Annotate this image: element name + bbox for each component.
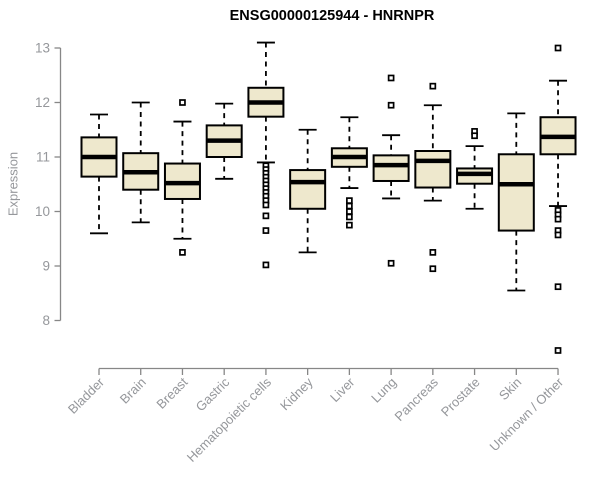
outlier-liver <box>346 202 353 210</box>
outlier-hematopoietic-cells <box>262 201 270 209</box>
outlier-lung <box>387 74 395 82</box>
outlier-breast <box>179 99 186 106</box>
x-tick-label-pancreas: Pancreas <box>392 374 442 424</box>
outlier-breast <box>179 249 186 256</box>
outlier-hematopoietic-cells <box>262 227 270 234</box>
x-tick-label-lung: Lung <box>368 375 399 406</box>
outlier-pancreas <box>429 265 437 273</box>
box-kidney <box>289 169 327 210</box>
outlier-unknown-other <box>554 347 562 354</box>
outlier-liver <box>346 197 353 204</box>
x-tick-label-liver: Liver <box>327 374 358 405</box>
x-tick-label-gastric: Gastric <box>193 374 233 414</box>
outlier-unknown-other <box>554 215 562 223</box>
x-tick-label-prostate: Prostate <box>438 375 483 420</box>
y-tick-label: 9 <box>42 259 50 274</box>
chart-title: ENSG00000125944 - HNRNPR <box>229 8 435 24</box>
outlier-unknown-other <box>554 283 562 291</box>
outlier-hematopoietic-cells <box>262 261 270 269</box>
x-tick-label-bladder: Bladder <box>65 374 108 417</box>
outlier-liver <box>346 221 353 229</box>
y-tick-label: 12 <box>35 95 50 110</box>
outlier-unknown-other <box>554 231 562 239</box>
box-lung <box>372 154 410 182</box>
y-tick-label: 10 <box>35 204 50 219</box>
outlier-lung <box>387 259 395 267</box>
x-tick-label-kidney: Kidney <box>277 374 316 413</box>
x-tick-label-brain: Brain <box>117 375 149 407</box>
outlier-liver <box>346 208 353 215</box>
y-tick-label: 11 <box>36 150 50 165</box>
outlier-hematopoietic-cells <box>262 212 270 220</box>
y-tick-label: 8 <box>42 313 50 328</box>
outlier-pancreas <box>429 82 437 90</box>
outlier-unknown-other <box>554 44 562 52</box>
y-tick-label: 13 <box>35 41 50 56</box>
outlier-pancreas <box>429 249 437 256</box>
x-tick-label-skin: Skin <box>496 375 524 403</box>
x-tick-label-unknown-other: Unknown / Other <box>487 374 567 454</box>
box-pancreas <box>414 150 452 189</box>
outlier-liver <box>346 213 353 221</box>
box-skin <box>497 153 535 232</box>
outlier-lung <box>387 101 395 109</box>
outlier-prostate <box>471 132 478 140</box>
x-tick-label-breast: Breast <box>153 374 190 411</box>
